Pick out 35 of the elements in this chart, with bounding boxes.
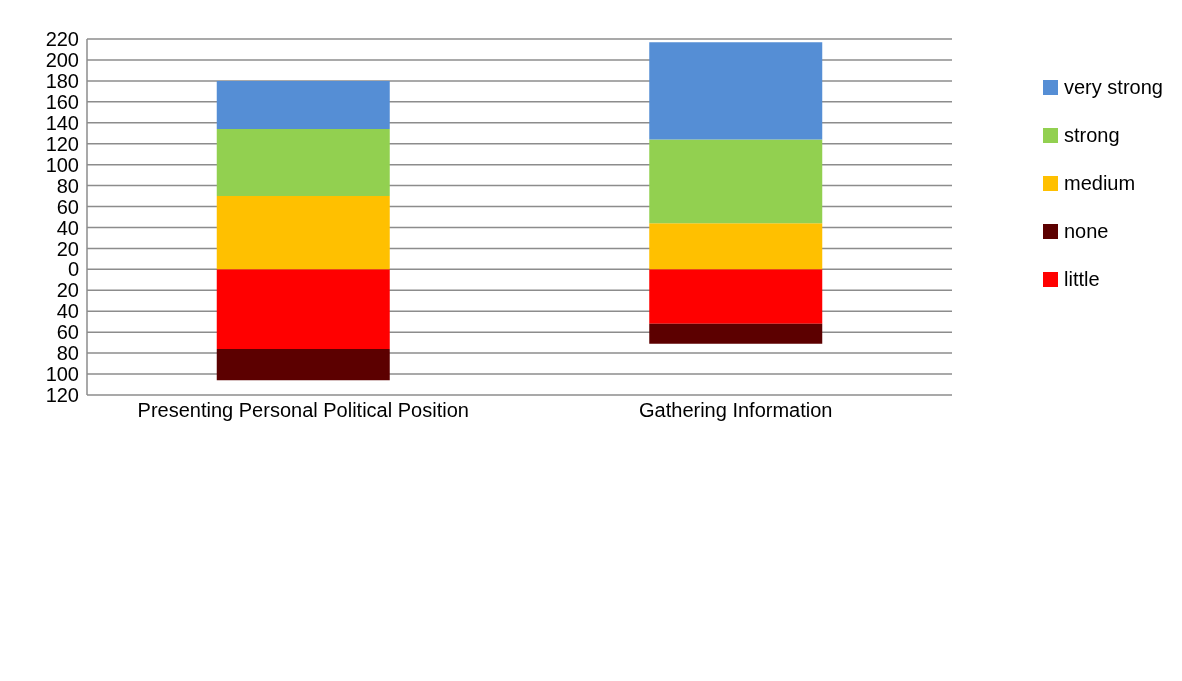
bar xyxy=(216,196,390,270)
bar xyxy=(649,139,823,224)
y-tick-label: 140 xyxy=(45,111,79,134)
y-tick-label: 80 xyxy=(56,342,79,365)
bar xyxy=(649,269,823,324)
legend-label: little xyxy=(1064,267,1100,291)
y-tick-label: 20 xyxy=(56,279,79,302)
y-tick-label: 200 xyxy=(45,49,79,72)
y-tick-label: 120 xyxy=(45,384,79,407)
bar xyxy=(649,323,823,344)
legend-label: very strong xyxy=(1064,75,1163,99)
y-tick-label: 60 xyxy=(56,321,79,344)
bar xyxy=(216,129,390,197)
bar xyxy=(216,269,390,349)
x-tick-label: Presenting Personal Political Position xyxy=(137,399,469,422)
y-tick-label: 120 xyxy=(45,132,79,155)
y-tick-label: 180 xyxy=(45,69,79,92)
y-tick-label: 220 xyxy=(45,28,79,51)
bar xyxy=(649,223,823,270)
bar xyxy=(649,42,823,140)
legend-label: strong xyxy=(1064,123,1120,147)
legend-label: medium xyxy=(1064,171,1136,195)
y-tick-label: 160 xyxy=(45,90,79,113)
y-tick-label: 100 xyxy=(45,153,79,176)
y-tick-label: 20 xyxy=(56,237,79,260)
bar xyxy=(216,348,390,381)
legend-label: none xyxy=(1064,219,1109,243)
x-tick-label: Gathering Information xyxy=(639,399,833,422)
y-tick-label: 80 xyxy=(56,174,79,197)
y-tick-label: 60 xyxy=(56,195,79,218)
y-tick-label: 0 xyxy=(67,258,79,281)
bar xyxy=(216,80,390,130)
y-tick-label: 100 xyxy=(45,363,79,386)
y-tick-label: 40 xyxy=(56,300,79,323)
y-tick-label: 40 xyxy=(56,216,79,239)
